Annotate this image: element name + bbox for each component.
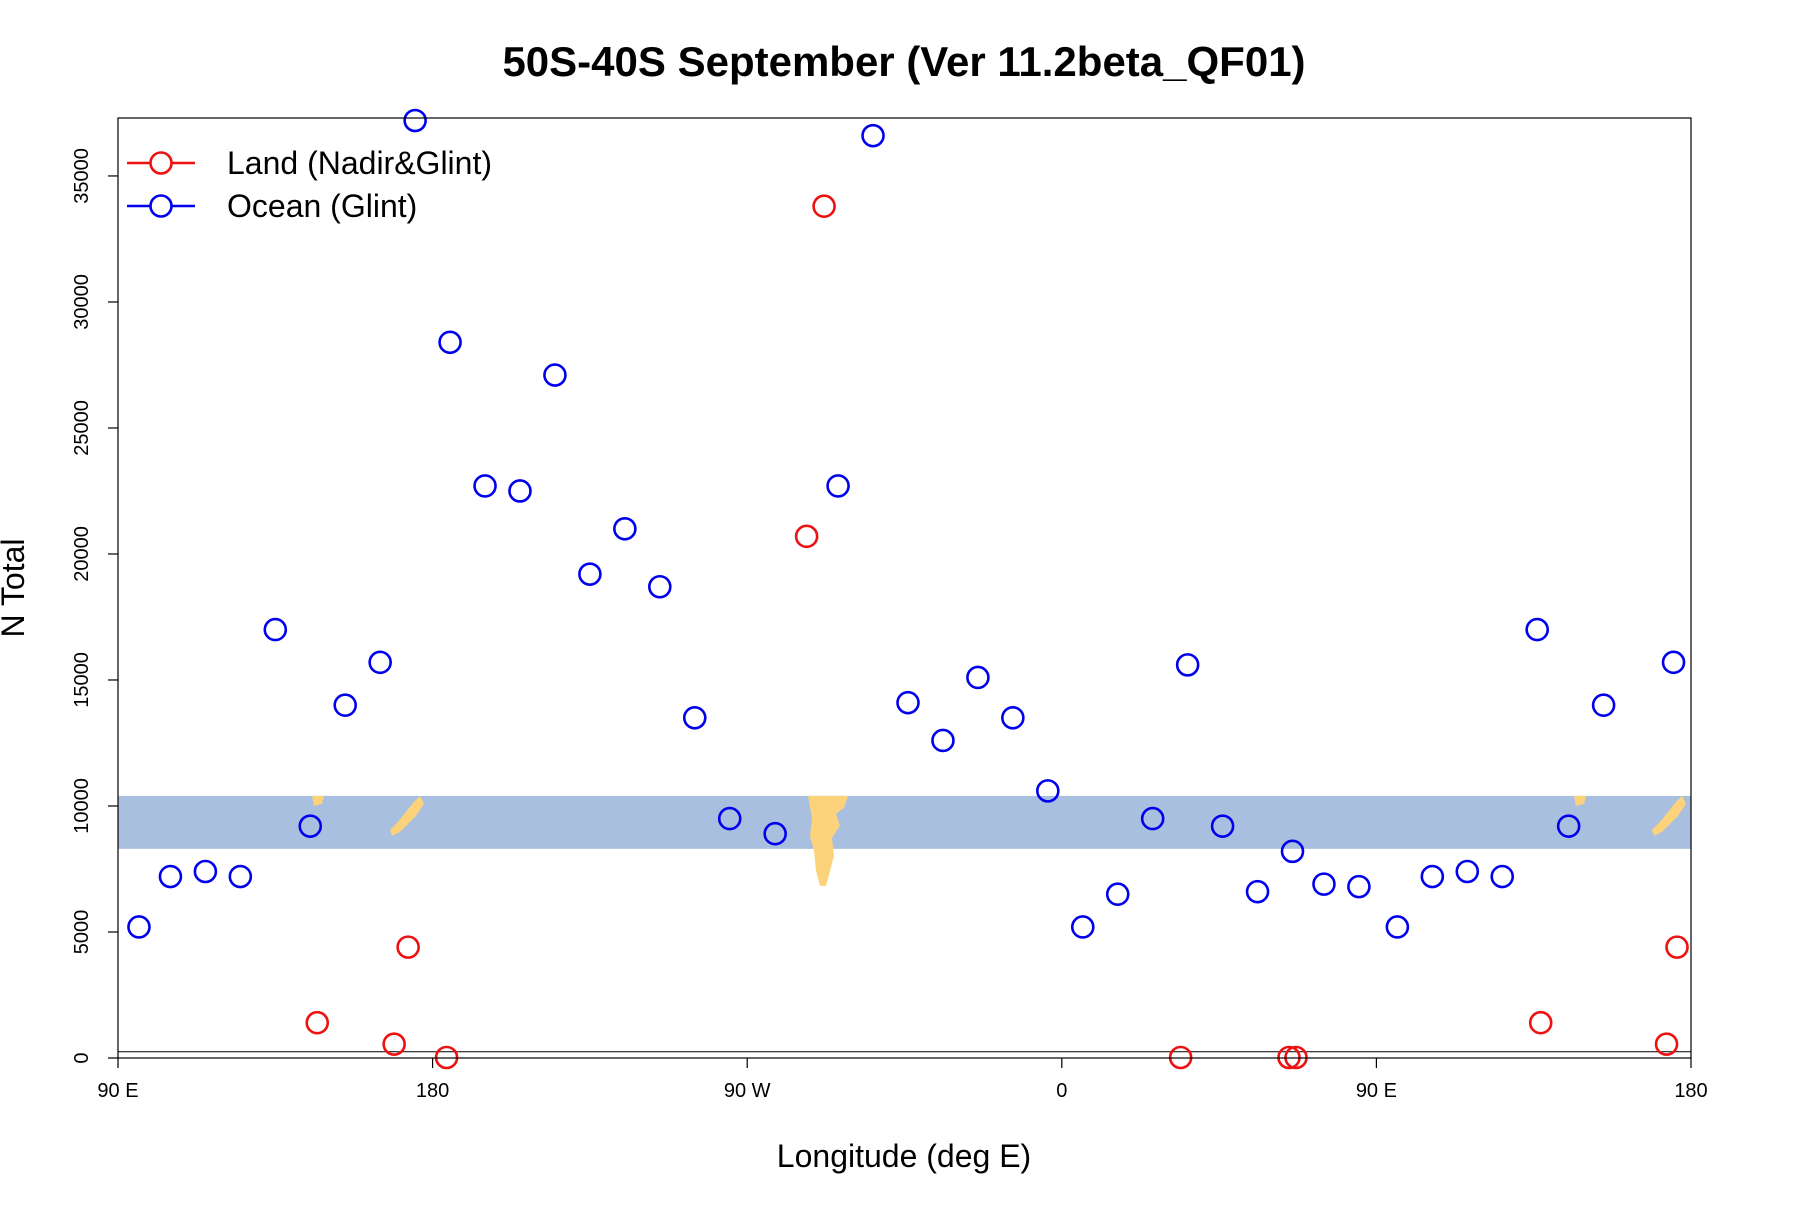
- data-point: [648, 574, 672, 599]
- series-land: [305, 194, 1689, 1070]
- data-point: [1175, 653, 1200, 677]
- legend: Land (Nadir&Glint) Ocean (Glint): [127, 145, 492, 224]
- legend-item: Land (Nadir&Glint): [127, 145, 492, 181]
- data-point: [228, 864, 253, 889]
- y-axis: 0 5000 10000 15000 20000 25000 30000 35000: [71, 148, 118, 1064]
- data-point: [1280, 839, 1305, 864]
- data-point: [1347, 874, 1371, 899]
- data-point: [1528, 1010, 1553, 1035]
- data-point: [368, 650, 392, 675]
- data-point: [931, 728, 955, 753]
- data-point: [1556, 814, 1581, 838]
- legend-label: Ocean (Glint): [227, 188, 417, 224]
- y-tick-label: 15000: [71, 652, 93, 708]
- x-tick-label: 0: [1056, 1080, 1067, 1102]
- x-axis: 90 E 180 90 W 0 90 E 180: [97, 1058, 1708, 1102]
- y-tick-label: 20000: [71, 526, 93, 582]
- data-point: [1245, 879, 1270, 904]
- legend-marker: [149, 194, 173, 218]
- south-america-land: [808, 795, 848, 886]
- data-point: [438, 330, 462, 355]
- new-zealand-land-east: [1652, 795, 1686, 836]
- data-point: [263, 617, 288, 642]
- x-tick-label: 90 E: [97, 1080, 138, 1102]
- data-point: [1385, 915, 1410, 939]
- y-tick-label: 5000: [71, 910, 93, 955]
- data-point: [763, 821, 787, 846]
- tasmania-land: [312, 795, 324, 806]
- data-point: [1654, 1032, 1679, 1056]
- background-band: [118, 795, 1691, 886]
- data-point: [1312, 872, 1336, 896]
- data-point: [1591, 693, 1616, 717]
- data-point: [1455, 859, 1480, 884]
- new-zealand-land: [390, 795, 424, 836]
- data-point: [1525, 617, 1549, 642]
- data-point: [1140, 806, 1165, 831]
- data-point: [1210, 814, 1235, 838]
- data-point: [578, 562, 602, 586]
- data-point: [382, 1032, 406, 1056]
- data-point: [333, 693, 358, 717]
- data-point: [1420, 864, 1445, 889]
- data-point: [193, 859, 218, 884]
- x-tick-label: 90 W: [724, 1080, 771, 1102]
- data-point: [127, 915, 151, 939]
- data-point: [298, 814, 323, 838]
- data-point: [812, 194, 836, 219]
- data-point: [396, 935, 420, 959]
- data-point: [682, 705, 707, 730]
- data-point: [305, 1010, 330, 1035]
- tasmania-land-east: [1574, 795, 1586, 806]
- data-point: [1661, 650, 1686, 675]
- series-ocean: [127, 108, 1686, 939]
- data-point: [613, 516, 637, 541]
- x-tick-label: 90 E: [1356, 1080, 1397, 1102]
- data-point: [1036, 779, 1060, 803]
- data-point: [794, 524, 819, 549]
- data-point: [966, 665, 990, 690]
- y-axis-label: N Total: [0, 538, 31, 637]
- data-point: [826, 474, 850, 498]
- data-point: [1105, 882, 1130, 906]
- y-tick-label: 0: [71, 1052, 93, 1063]
- data-point: [717, 806, 742, 831]
- data-point: [1070, 915, 1095, 939]
- data-point: [473, 474, 497, 498]
- ocean-band: [118, 795, 1691, 849]
- data-points: [127, 108, 1689, 1070]
- legend-item: Ocean (Glint): [127, 188, 417, 224]
- plot-frame: [117, 117, 1692, 1059]
- data-point: [543, 363, 567, 387]
- y-tick-label: 35000: [71, 148, 93, 204]
- data-point: [896, 690, 920, 715]
- data-point: [861, 123, 885, 148]
- chart-title: 50S-40S September (Ver 11.2beta_QF01): [502, 38, 1305, 85]
- x-tick-label: 180: [1674, 1080, 1707, 1102]
- legend-label: Land (Nadir&Glint): [227, 145, 492, 181]
- x-tick-label: 180: [416, 1080, 449, 1102]
- y-tick-label: 30000: [71, 274, 93, 330]
- x-axis-label: Longitude (deg E): [777, 1138, 1031, 1174]
- y-tick-label: 25000: [71, 400, 93, 456]
- data-point: [1490, 864, 1515, 889]
- data-point: [1665, 935, 1689, 959]
- data-point: [1001, 705, 1025, 730]
- y-tick-label: 10000: [71, 778, 93, 834]
- legend-marker: [149, 151, 173, 175]
- data-point: [403, 108, 427, 133]
- data-point: [158, 864, 183, 889]
- data-point: [508, 479, 532, 503]
